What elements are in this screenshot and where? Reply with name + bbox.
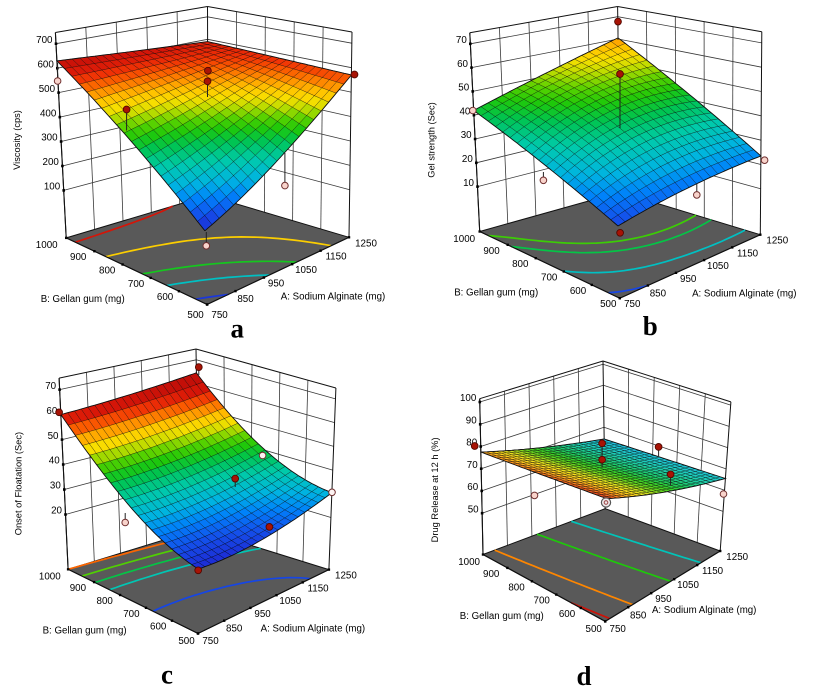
- svg-text:1150: 1150: [702, 566, 724, 577]
- svg-text:750: 750: [624, 299, 641, 310]
- svg-text:1050: 1050: [295, 265, 317, 276]
- svg-text:1150: 1150: [308, 583, 330, 594]
- svg-text:500: 500: [178, 636, 195, 647]
- svg-text:70: 70: [456, 35, 467, 46]
- svg-text:B: Gellan gum (mg): B: Gellan gum (mg): [454, 288, 538, 299]
- svg-text:1150: 1150: [737, 248, 759, 259]
- svg-text:800: 800: [508, 582, 525, 593]
- svg-text:1150: 1150: [325, 252, 347, 263]
- svg-text:1250: 1250: [726, 552, 748, 563]
- svg-text:500: 500: [600, 299, 617, 310]
- svg-text:a: a: [231, 314, 245, 344]
- svg-text:B: Gellan gum (mg): B: Gellan gum (mg): [43, 625, 127, 636]
- svg-text:600: 600: [570, 286, 587, 297]
- svg-text:30: 30: [50, 481, 61, 492]
- svg-text:1000: 1000: [458, 557, 480, 568]
- svg-text:A: Sodium Alginate (mg): A: Sodium Alginate (mg): [692, 289, 796, 300]
- svg-text:1050: 1050: [677, 580, 699, 591]
- svg-text:A: Sodium Alginate (mg): A: Sodium Alginate (mg): [281, 291, 385, 302]
- svg-text:800: 800: [97, 596, 114, 607]
- svg-text:600: 600: [559, 609, 576, 620]
- svg-text:1050: 1050: [279, 596, 301, 607]
- svg-text:70: 70: [467, 460, 478, 471]
- svg-text:80: 80: [466, 438, 477, 449]
- svg-text:90: 90: [466, 416, 477, 427]
- svg-text:60: 60: [467, 482, 478, 493]
- svg-text:750: 750: [610, 624, 627, 635]
- svg-text:1250: 1250: [335, 571, 357, 582]
- svg-text:50: 50: [458, 83, 469, 94]
- svg-text:20: 20: [462, 154, 473, 165]
- svg-text:1050: 1050: [707, 261, 729, 272]
- svg-text:200: 200: [43, 157, 60, 168]
- svg-text:600: 600: [157, 292, 174, 303]
- svg-text:100: 100: [460, 393, 477, 404]
- svg-text:850: 850: [630, 610, 647, 621]
- svg-text:1250: 1250: [355, 238, 377, 249]
- svg-text:900: 900: [70, 583, 87, 594]
- svg-text:Viscosity (cps): Viscosity (cps): [12, 110, 22, 170]
- svg-text:900: 900: [70, 252, 87, 263]
- svg-text:1000: 1000: [36, 240, 58, 251]
- svg-text:10: 10: [463, 178, 474, 189]
- svg-text:800: 800: [512, 259, 529, 270]
- svg-text:950: 950: [268, 279, 285, 290]
- svg-text:Drug Release at 12 h (%): Drug Release at 12 h (%): [430, 437, 440, 542]
- svg-text:950: 950: [655, 594, 672, 605]
- svg-text:500: 500: [586, 624, 603, 635]
- svg-text:B: Gellan gum (mg): B: Gellan gum (mg): [41, 294, 125, 305]
- svg-text:850: 850: [650, 289, 667, 300]
- svg-text:950: 950: [254, 609, 271, 620]
- svg-text:800: 800: [99, 266, 116, 277]
- svg-text:700: 700: [534, 596, 551, 607]
- svg-text:70: 70: [45, 381, 56, 392]
- svg-text:300: 300: [41, 133, 58, 144]
- svg-text:700: 700: [123, 609, 140, 620]
- svg-text:B: Gellan gum (mg): B: Gellan gum (mg): [460, 611, 544, 622]
- svg-text:700: 700: [36, 35, 53, 46]
- svg-text:500: 500: [187, 310, 204, 321]
- svg-text:850: 850: [237, 294, 254, 305]
- svg-text:40: 40: [49, 456, 60, 467]
- svg-text:b: b: [643, 311, 658, 341]
- svg-text:700: 700: [128, 279, 145, 290]
- svg-text:500: 500: [39, 84, 56, 95]
- svg-text:60: 60: [46, 406, 57, 417]
- svg-text:A: Sodium Alginate (mg): A: Sodium Alginate (mg): [652, 605, 756, 616]
- svg-text:400: 400: [40, 108, 57, 119]
- svg-text:50: 50: [48, 431, 59, 442]
- svg-text:c: c: [161, 659, 173, 687]
- svg-text:20: 20: [51, 506, 62, 517]
- svg-text:1000: 1000: [453, 234, 475, 245]
- svg-text:900: 900: [483, 246, 500, 257]
- svg-text:600: 600: [150, 622, 167, 633]
- svg-text:1250: 1250: [766, 236, 788, 247]
- svg-text:40: 40: [459, 106, 470, 117]
- svg-text:30: 30: [461, 130, 472, 141]
- svg-text:750: 750: [211, 310, 228, 321]
- svg-text:100: 100: [44, 182, 61, 193]
- svg-text:50: 50: [468, 504, 479, 515]
- svg-text:Gel strength (Sec): Gel strength (Sec): [426, 102, 436, 177]
- svg-text:60: 60: [457, 59, 468, 70]
- svg-text:950: 950: [680, 274, 697, 285]
- svg-text:750: 750: [202, 636, 219, 647]
- svg-text:900: 900: [483, 569, 500, 580]
- svg-text:1000: 1000: [39, 572, 61, 583]
- svg-text:A: Sodium Alginate (mg): A: Sodium Alginate (mg): [261, 624, 365, 635]
- svg-text:600: 600: [37, 59, 54, 70]
- svg-text:d: d: [576, 661, 591, 687]
- svg-text:850: 850: [226, 624, 243, 635]
- svg-text:700: 700: [541, 273, 558, 284]
- svg-text:Onset of Floatation (Sec): Onset of Floatation (Sec): [13, 432, 23, 535]
